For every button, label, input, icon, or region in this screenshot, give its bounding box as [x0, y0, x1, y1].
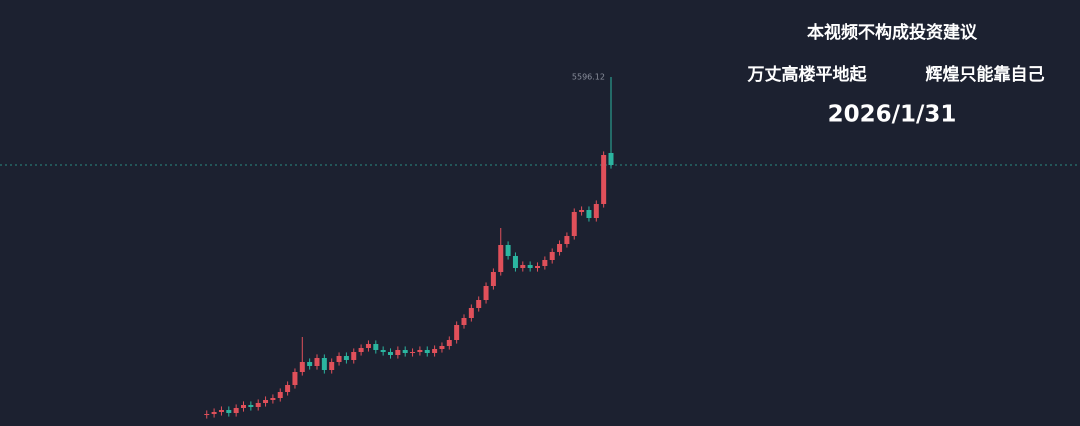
candle-body — [373, 344, 379, 350]
candle-body — [380, 350, 386, 352]
high-label: 5596.12 — [572, 72, 605, 81]
candle-body — [410, 352, 416, 353]
slogan-right: 辉煌只能靠自己 — [926, 64, 1045, 85]
candle-body — [520, 265, 526, 268]
candle-body — [277, 392, 283, 398]
candle-body — [542, 260, 548, 266]
candle-body — [432, 349, 438, 353]
candle-body — [505, 245, 511, 256]
candle-body — [527, 265, 533, 268]
candle-body — [571, 212, 577, 236]
candle-body — [351, 352, 357, 360]
candle-body — [285, 385, 291, 392]
candle-body — [292, 372, 298, 385]
candle-body — [498, 245, 504, 272]
candle-body — [226, 410, 232, 413]
candle-body — [601, 155, 607, 204]
candle-body — [255, 403, 261, 407]
candle-body — [535, 266, 540, 268]
candle-body — [490, 272, 496, 286]
candle-body — [579, 210, 585, 212]
candle-body — [402, 350, 408, 353]
candle-body — [593, 204, 599, 218]
slogan-left: 万丈高楼平地起 — [747, 64, 868, 85]
candle-body — [388, 352, 393, 355]
candle-body — [446, 340, 452, 346]
candle-body — [608, 153, 614, 165]
candle-body — [365, 344, 371, 348]
candle-body — [586, 210, 592, 218]
candle-body — [270, 398, 276, 400]
candle-body — [336, 356, 342, 362]
candle-body — [263, 400, 269, 403]
candle-body — [233, 408, 239, 413]
candle-body — [241, 405, 246, 408]
candle-body — [307, 362, 313, 366]
candle-body — [211, 412, 217, 414]
candle-body — [395, 350, 401, 355]
candle-body — [299, 362, 305, 372]
candle-body — [424, 350, 430, 353]
candle-body — [483, 286, 489, 300]
candle-body — [204, 414, 210, 415]
candle-body — [549, 252, 555, 260]
candle-body — [468, 308, 474, 318]
candle-body — [564, 236, 570, 244]
date: 2026/1/31 — [828, 102, 957, 128]
candle-body — [557, 244, 563, 252]
candle-body — [417, 350, 423, 352]
candle-body — [358, 348, 364, 352]
candle-body — [329, 362, 335, 370]
candle-body — [454, 325, 460, 340]
candle-body — [461, 318, 467, 325]
disclaimer: 本视频不构成投资建议 — [807, 22, 978, 43]
candle-body — [314, 358, 320, 366]
candle-body — [321, 358, 327, 370]
candle-body — [476, 300, 482, 308]
candle-body — [439, 346, 445, 349]
candle-body — [218, 410, 224, 412]
candle-body — [248, 405, 254, 407]
candle-body — [343, 356, 349, 360]
candle-body — [512, 256, 518, 268]
